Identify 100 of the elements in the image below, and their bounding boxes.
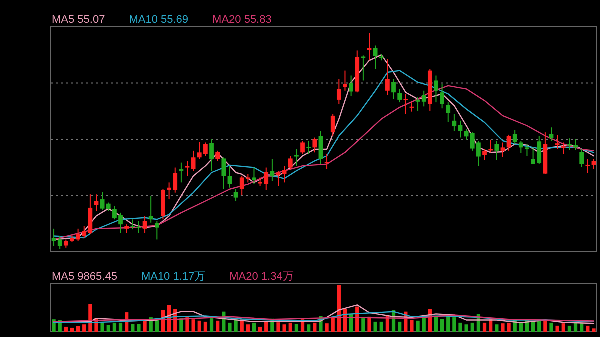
- candlestick: [446, 102, 451, 122]
- bar: [452, 318, 456, 332]
- text: MA10 55.69: [129, 14, 189, 26]
- bar: [52, 320, 56, 332]
- bar: [288, 322, 292, 332]
- bar: [592, 328, 596, 332]
- bar: [458, 322, 462, 332]
- bar: [258, 326, 262, 332]
- candlestick: [367, 32, 372, 62]
- bar: [416, 320, 420, 332]
- candlestick: [482, 148, 487, 161]
- bar: [186, 318, 190, 332]
- candlestick: [324, 154, 330, 170]
- bar: [252, 322, 256, 332]
- candlestick: [343, 70, 348, 92]
- bar: [568, 326, 572, 332]
- bar: [112, 322, 117, 332]
- candlestick: [561, 142, 566, 155]
- candlestick: [512, 130, 518, 145]
- bar: [276, 322, 280, 332]
- bar: [501, 324, 505, 332]
- bar: [210, 318, 214, 332]
- bar: [313, 322, 317, 332]
- bar: [192, 320, 196, 332]
- candlestick: [586, 158, 590, 174]
- candlestick: [282, 166, 287, 184]
- candlestick: [270, 158, 275, 182]
- candlestick: [216, 150, 220, 162]
- bar: [246, 324, 250, 332]
- bar: [325, 324, 329, 332]
- bar: [440, 319, 444, 332]
- bar: [470, 322, 474, 332]
- candlestick: [136, 220, 142, 234]
- candlestick: [555, 134, 560, 150]
- candlestick: [494, 140, 500, 161]
- bar: [482, 322, 487, 332]
- candlestick: [330, 114, 336, 137]
- candlestick: [142, 216, 148, 234]
- bar: [307, 324, 311, 332]
- bar: [294, 324, 299, 332]
- candlestick: [300, 140, 305, 155]
- bar: [374, 322, 378, 332]
- bar: [368, 316, 372, 332]
- bar: [544, 321, 548, 332]
- bar: [118, 322, 123, 332]
- bar: [282, 324, 286, 332]
- candlestick: [228, 166, 232, 188]
- bar: [434, 316, 438, 332]
- candlestick: [592, 158, 596, 170]
- bar: [562, 324, 566, 332]
- candlestick: [404, 94, 408, 115]
- candlestick: [386, 58, 390, 96]
- bar: [100, 322, 104, 332]
- candlestick: [148, 196, 154, 224]
- bar: [422, 318, 426, 332]
- candlestick: [185, 160, 190, 177]
- bar: [234, 320, 238, 332]
- bar: [131, 324, 135, 332]
- candlestick: [336, 78, 342, 105]
- bar: [137, 324, 141, 332]
- bar: [556, 326, 560, 332]
- bar: [155, 320, 159, 332]
- candlestick: [398, 88, 402, 104]
- bar: [464, 324, 468, 332]
- text: MA20 55.83: [212, 14, 272, 26]
- bar: [70, 328, 74, 332]
- candlestick: [580, 148, 584, 168]
- candlestick: [422, 90, 426, 108]
- bar: [204, 322, 208, 332]
- bar: [398, 322, 402, 332]
- candlestick: [294, 148, 299, 167]
- bar: [216, 320, 220, 332]
- bar: [362, 318, 366, 332]
- candlestick: [234, 188, 238, 202]
- bar: [519, 322, 523, 332]
- candlestick: [349, 75, 354, 98]
- candlestick: [318, 130, 324, 165]
- candlestick: [306, 140, 312, 155]
- bar: [106, 325, 110, 332]
- bar: [574, 322, 578, 332]
- candlestick: [392, 78, 396, 100]
- bar: [507, 322, 511, 332]
- candlestick: [58, 236, 62, 250]
- bar: [76, 326, 80, 332]
- candlestick: [373, 45, 378, 70]
- candlestick: [518, 140, 524, 154]
- candlestick: [440, 84, 444, 110]
- candlestick: [222, 157, 226, 190]
- bar: [198, 320, 202, 332]
- candlestick: [312, 137, 318, 154]
- candlestick: [288, 156, 293, 170]
- bar: [380, 322, 384, 332]
- text: MA10 1.17万: [141, 271, 206, 283]
- text: MA5 55.07: [52, 14, 106, 26]
- candlestick: [252, 167, 256, 185]
- bar: [64, 326, 68, 332]
- candlestick: [500, 142, 506, 158]
- bar: [82, 324, 86, 332]
- bar: [495, 324, 499, 332]
- bar: [228, 322, 232, 332]
